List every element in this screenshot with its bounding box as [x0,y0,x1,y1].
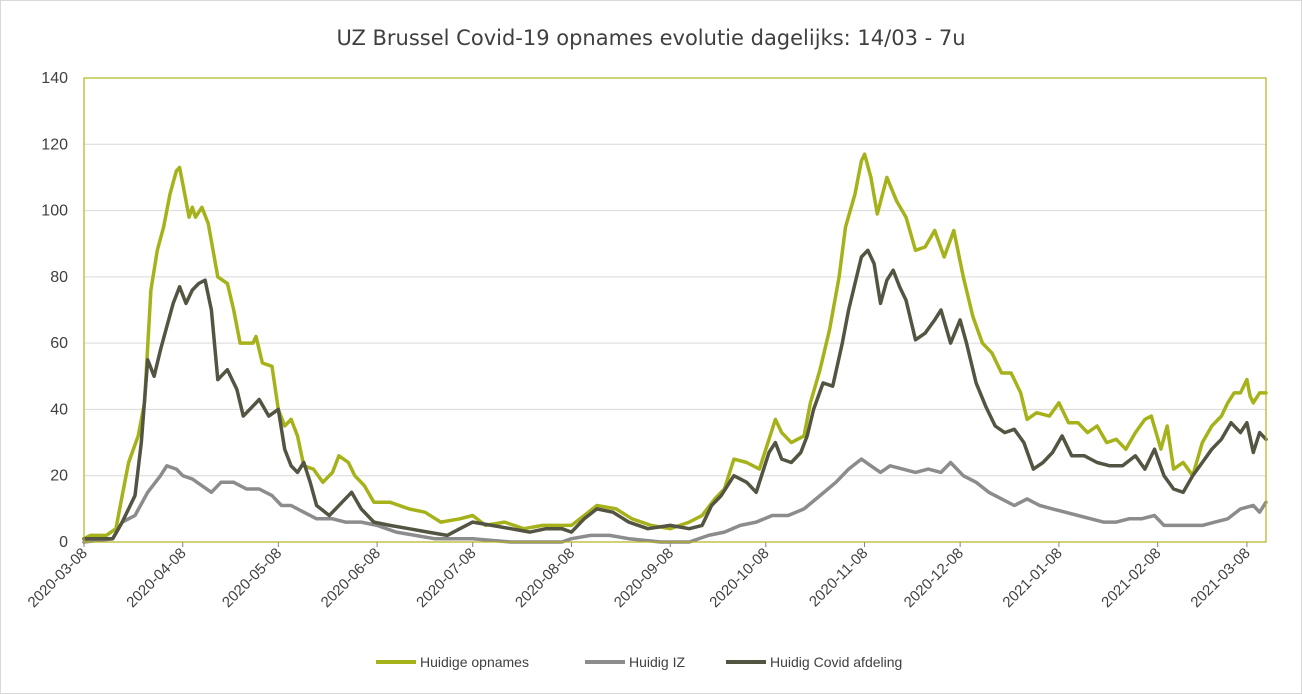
series-line-2 [82,457,1268,544]
y-tick-label: 140 [41,70,68,87]
series-line-3 [82,248,1268,541]
legend-label: Huidig IZ [629,654,685,670]
plot-area-border [83,77,1267,543]
legend-label: Huidige opnames [420,654,529,670]
y-tick-label: 20 [50,468,68,485]
legend-label: Huidig Covid afdeling [770,654,902,670]
y-axis-ticks: 0 20 40 60 80 100 120 140 [41,70,68,551]
legend: Huidige opnames Huidig IZ Huidig Covid afd… [376,654,902,670]
y-tick-label: 120 [41,136,68,153]
y-tick-label: 40 [50,401,68,418]
series-lines [82,152,1268,544]
y-tick-label: 100 [41,203,68,220]
gridlines [84,143,1266,477]
chart-title: UZ Brussel Covid-19 opnames evolutie dag… [336,26,965,50]
y-tick-label: 80 [50,269,68,286]
series-line-1 [82,152,1268,541]
y-tick-label: 60 [50,335,68,352]
y-tick-label: 0 [59,534,68,551]
